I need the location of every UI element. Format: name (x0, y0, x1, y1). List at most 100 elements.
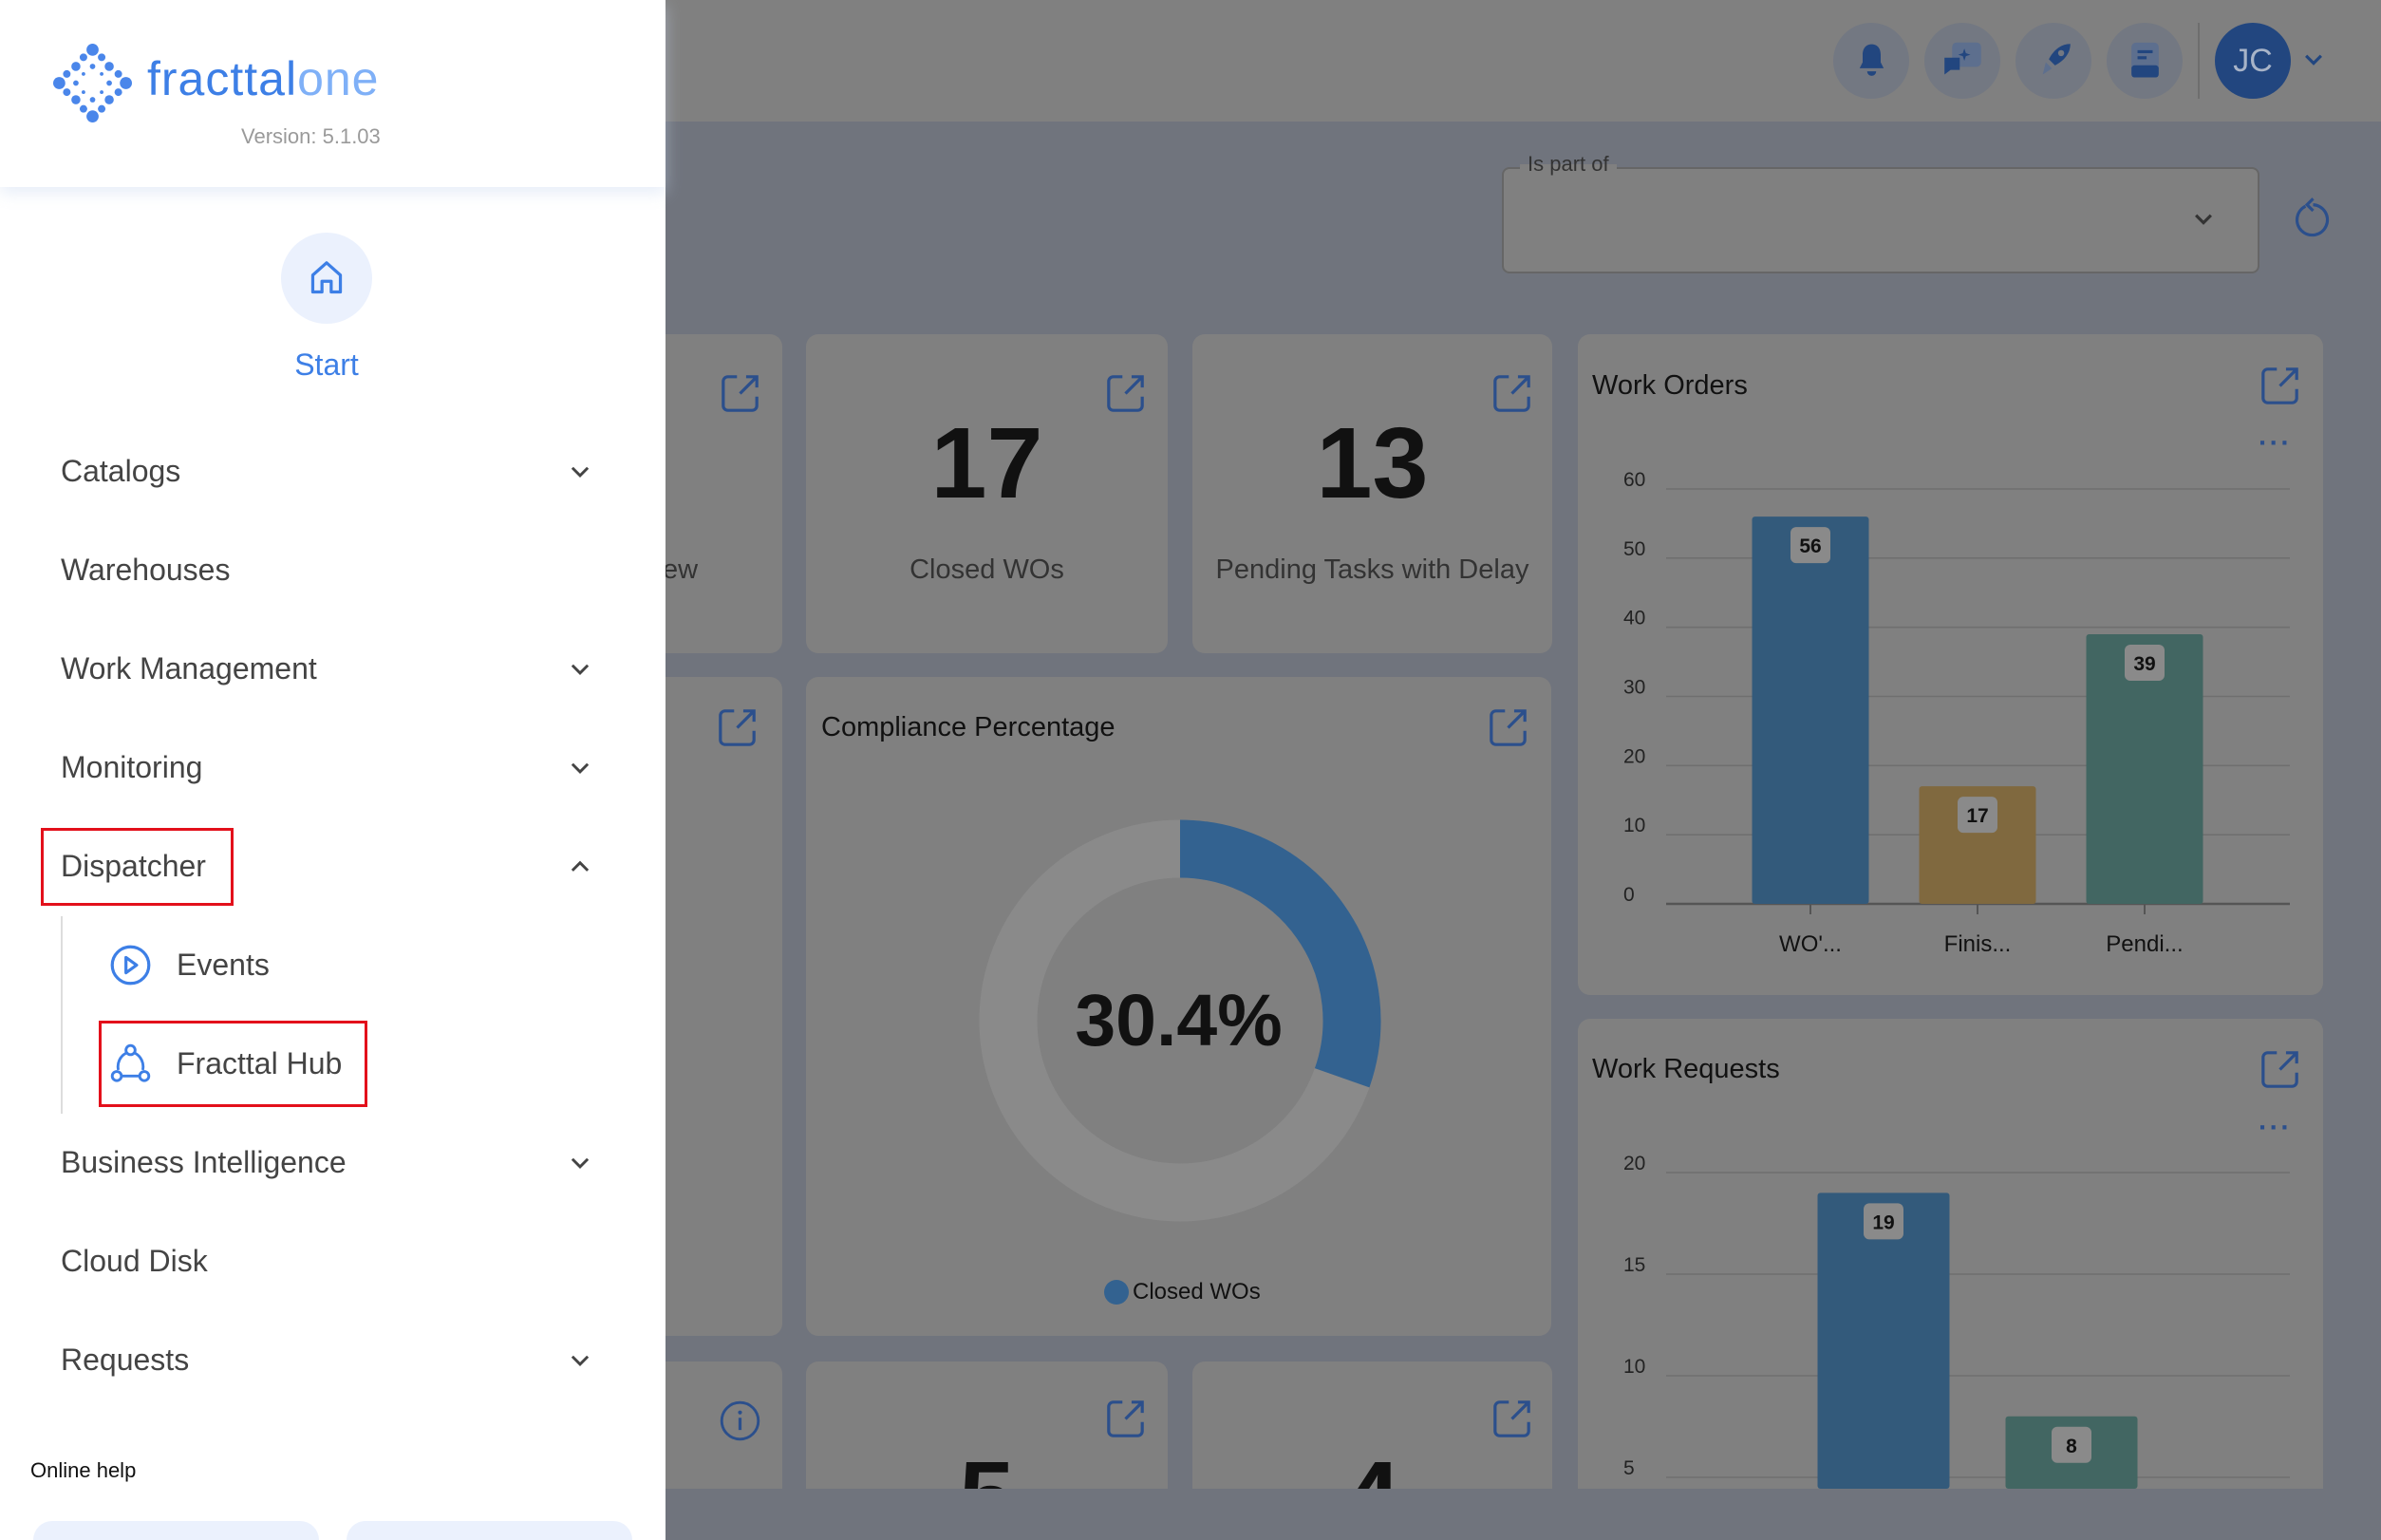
book-icon (2130, 42, 2159, 78)
online-help-label: Online help (30, 1458, 137, 1482)
ai-chat-button[interactable] (1924, 23, 2000, 99)
data-label: 39 (2133, 653, 2155, 675)
start-button[interactable] (281, 233, 372, 324)
chevron-down-icon[interactable] (2193, 211, 2214, 229)
sidebar: fracttalone Version: 5.1.03 Start Catalo… (0, 0, 666, 1540)
start-label[interactable]: Start (294, 347, 359, 382)
chart-title: Work Orders (1592, 370, 1748, 401)
more-options-icon[interactable]: ··· (2259, 428, 2292, 459)
more-options-icon[interactable]: ··· (2259, 1113, 2292, 1143)
x-tick-label: Finis... (1944, 931, 2012, 957)
external-link-arrow (1510, 1400, 1530, 1420)
kpi-value-clip: 4 (1192, 1447, 1552, 1489)
external-link-arrow (2278, 1051, 2298, 1071)
external-link-frame (1107, 1400, 1144, 1437)
legend-label[interactable]: Closed WOs (1133, 1279, 1261, 1305)
external-link-icon[interactable] (1104, 372, 1147, 415)
sidebar-item-cloud-disk[interactable]: Cloud Disk (61, 1244, 208, 1278)
y-tick-label: 5 (1623, 1457, 1635, 1479)
external-link-frame (1490, 709, 1527, 746)
compliance-card: Compliance Percentage 30.4% Closed WOs (806, 677, 1551, 1336)
sidebar-item-business-intelligence[interactable]: Business Intelligence (61, 1145, 347, 1179)
kpi-value: 17 (930, 407, 1043, 519)
sidebar-item-fracttal-hub[interactable]: Fracttal Hub (177, 1046, 343, 1080)
external-link-frame (722, 375, 759, 412)
help-button-2[interactable] (347, 1521, 632, 1540)
external-link-icon[interactable] (2259, 365, 2301, 407)
chevron-down-icon[interactable] (568, 459, 592, 483)
kpi-value: 4 (1192, 1447, 1552, 1489)
donut-slice-closed-wos (1179, 819, 1381, 1088)
external-link-frame (1107, 375, 1144, 412)
fracttal-logo-icon (53, 44, 132, 122)
external-link-arrow (739, 375, 759, 395)
bar (2086, 633, 2203, 904)
chevron-down-icon[interactable] (568, 755, 592, 779)
sidebar-item-events[interactable]: Events (177, 948, 270, 982)
external-link-icon[interactable] (1104, 1398, 1147, 1440)
chevron-down-icon[interactable] (568, 1150, 592, 1174)
rocket-button[interactable] (2015, 23, 2091, 99)
external-link-frame (2261, 1051, 2298, 1088)
external-link-icon[interactable] (716, 706, 759, 749)
data-label-bg (2052, 1426, 2091, 1463)
sidebar-item-dispatcher[interactable]: Dispatcher (61, 849, 206, 883)
brand-logo: fracttalone (147, 51, 380, 106)
version-label: Version: 5.1.03 (241, 124, 381, 148)
documentation-button[interactable] (2107, 23, 2183, 99)
user-avatar[interactable]: JC (2215, 23, 2291, 99)
home-icon (310, 261, 343, 294)
rocket-icon (2042, 44, 2071, 75)
external-link-icon[interactable] (1487, 706, 1529, 749)
topbar-divider (2198, 23, 2200, 99)
chevron-down-icon[interactable] (568, 1347, 592, 1372)
work-requests-chart: 5 10 15 20 19 8 (1623, 1153, 2290, 1489)
external-link-icon[interactable] (1490, 1398, 1533, 1440)
y-tick-label: 10 (1623, 1356, 1645, 1378)
external-link-frame (2261, 367, 2298, 404)
sidebar-item-work-management[interactable]: Work Management (61, 651, 317, 685)
kpi-card: 4 (1192, 1362, 1552, 1489)
sidebar-header: fracttalone Version: 5.1.03 (0, 0, 666, 187)
y-tick-label: 20 (1623, 745, 1645, 767)
chevron-up-icon[interactable] (568, 854, 592, 878)
brand-main: fracttal (147, 52, 298, 105)
kpi-card: 5 (806, 1362, 1168, 1489)
chevron-down-icon[interactable] (2303, 51, 2324, 69)
avatar-initials: JC (2233, 42, 2273, 79)
sidebar-item-catalogs[interactable]: Catalogs (61, 454, 181, 488)
chevron-down-icon[interactable] (568, 656, 592, 681)
refresh-icon[interactable] (2292, 196, 2334, 241)
dispatcher-highlight-box (41, 828, 234, 906)
work-orders-card: Work Orders ··· 0 10 20 30 40 50 60 56 WO'... 17 F… (1578, 334, 2323, 995)
data-label-bg (1864, 1203, 1903, 1240)
kpi-value: 5 (806, 1447, 1168, 1489)
external-link-arrow (2278, 367, 2298, 387)
y-tick-label: 10 (1623, 815, 1645, 836)
info-icon[interactable] (719, 1399, 761, 1442)
external-link-icon[interactable] (1490, 372, 1533, 415)
brand-accent: one (297, 52, 380, 105)
top-bar (666, 0, 2381, 122)
bell-icon (1859, 44, 1884, 76)
is-part-of-select[interactable] (1502, 167, 2259, 273)
sidebar-item-requests[interactable]: Requests (61, 1343, 190, 1377)
kpi-value-clip: 5 (806, 1447, 1168, 1489)
help-button-1[interactable] (33, 1521, 319, 1540)
external-link-arrow (1124, 375, 1144, 395)
play-circle-icon (110, 945, 151, 986)
kpi-label: Pending Tasks with Delay (1215, 554, 1529, 585)
notifications-button[interactable] (1833, 23, 1909, 99)
fracttal-hub-highlight-box (99, 1021, 367, 1107)
external-link-icon[interactable] (2259, 1048, 2301, 1091)
external-link-icon[interactable] (719, 372, 761, 415)
kpi-label: Closed WOs (909, 554, 1064, 585)
donut-center-label: 30.4% (1075, 980, 1283, 1061)
is-part-of-label: Is part of (1520, 152, 1617, 177)
chart-title: Compliance Percentage (821, 712, 1116, 742)
hub-network-icon (110, 1043, 151, 1082)
sidebar-item-monitoring[interactable]: Monitoring (61, 750, 203, 784)
external-link-arrow (1510, 375, 1530, 395)
y-tick-label: 30 (1623, 677, 1645, 699)
sidebar-item-warehouses[interactable]: Warehouses (61, 553, 231, 587)
